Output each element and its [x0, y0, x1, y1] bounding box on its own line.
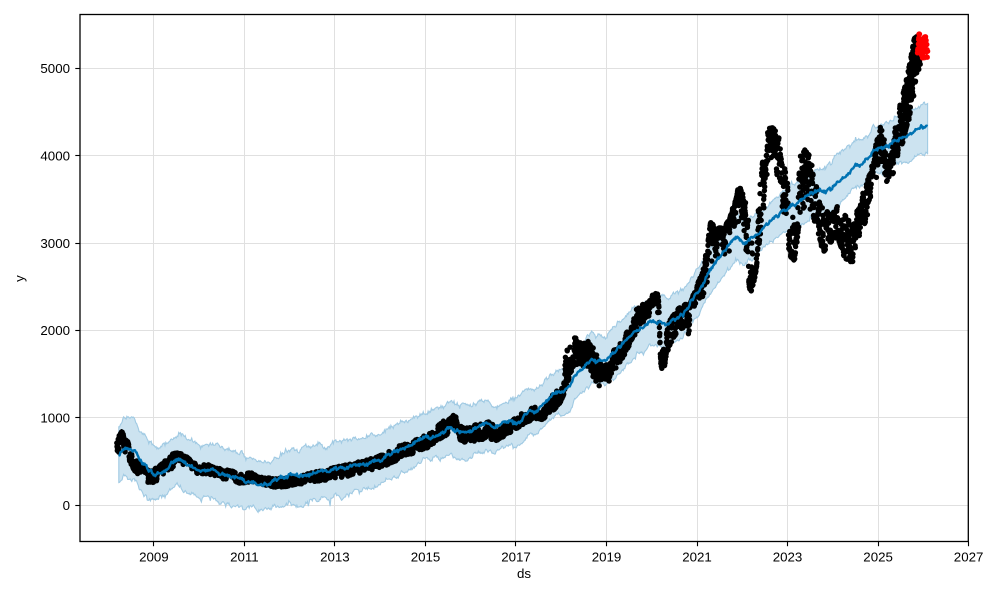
- svg-text:2019: 2019: [592, 550, 622, 565]
- svg-text:3000: 3000: [40, 236, 70, 251]
- svg-text:2017: 2017: [501, 550, 531, 565]
- svg-text:2013: 2013: [320, 550, 350, 565]
- svg-text:2027: 2027: [954, 550, 984, 565]
- svg-text:2015: 2015: [411, 550, 441, 565]
- svg-text:4000: 4000: [40, 148, 70, 163]
- svg-text:1000: 1000: [40, 411, 70, 426]
- svg-text:ds: ds: [517, 566, 531, 581]
- svg-text:2011: 2011: [230, 550, 259, 565]
- svg-text:2009: 2009: [139, 550, 169, 565]
- svg-text:2021: 2021: [682, 550, 712, 565]
- svg-text:2025: 2025: [863, 550, 893, 565]
- svg-text:5000: 5000: [40, 61, 70, 76]
- svg-text:2000: 2000: [40, 323, 70, 338]
- svg-text:0: 0: [63, 498, 70, 513]
- svg-text:y: y: [12, 275, 27, 282]
- svg-text:2023: 2023: [773, 550, 803, 565]
